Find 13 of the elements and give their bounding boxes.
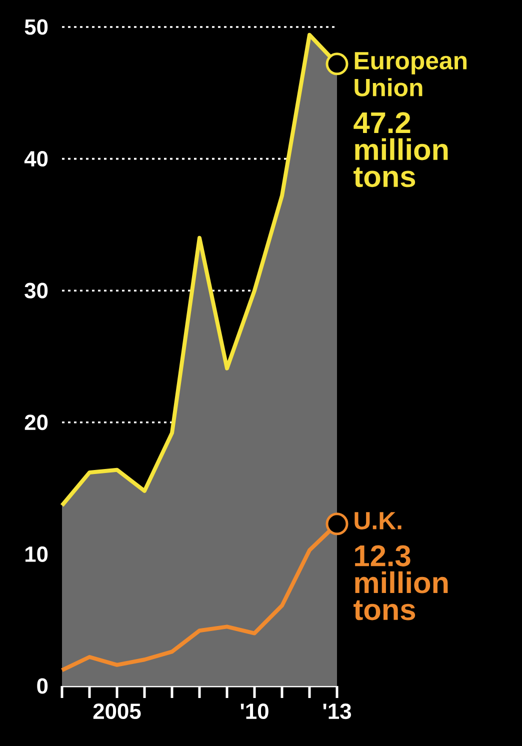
annotation: 47.2 million tons <box>354 112 448 188</box>
y-tick-label: 10 <box>25 546 48 562</box>
series-label: U.K. <box>354 512 402 530</box>
y-tick-label: 30 <box>24 282 48 298</box>
y-tick-label: 0 <box>37 678 48 694</box>
x-tick-label: 2005 <box>93 704 141 720</box>
y-tick-label: 20 <box>24 414 48 430</box>
x-tick-label: '10 <box>240 704 268 720</box>
legend-label: European Union <box>354 52 467 96</box>
x-tick-label: '13 <box>323 704 352 720</box>
y-tick-label: 40 <box>24 151 48 167</box>
annotation: 12.3 million tons <box>354 545 448 620</box>
y-tick-label: 50 <box>24 19 48 35</box>
